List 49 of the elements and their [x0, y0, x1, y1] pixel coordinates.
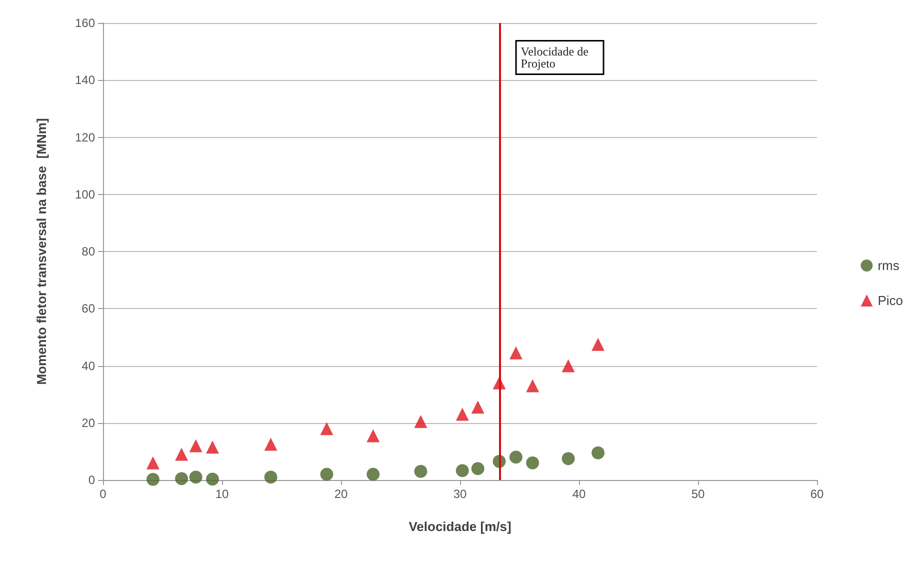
x-tick-label: 40	[572, 487, 586, 501]
y-tick-label: 120	[74, 130, 96, 144]
point	[366, 429, 380, 442]
y-tick-label: 80	[82, 244, 96, 258]
x-tick-label: 30	[453, 487, 467, 501]
point	[526, 379, 540, 392]
y-tick-label: 60	[82, 302, 96, 316]
point	[206, 472, 219, 486]
y-tick-label: 100	[74, 187, 96, 202]
x-tick-label: 0	[100, 487, 107, 501]
point	[592, 446, 605, 460]
legend-label: Pico	[878, 293, 904, 308]
point	[206, 440, 219, 454]
point	[592, 338, 605, 351]
point	[175, 472, 188, 486]
y-tick-label: 20	[82, 416, 96, 430]
point	[320, 468, 334, 481]
legend-label: rms	[878, 258, 900, 273]
y-tick-label: 160	[74, 16, 96, 30]
point	[414, 414, 428, 428]
point	[471, 462, 484, 476]
x-tick-label: 10	[215, 487, 229, 501]
x-axis-title: Velocidade [m/s]	[408, 519, 512, 534]
point	[189, 439, 202, 452]
x-tick-label: 20	[334, 487, 348, 501]
point	[562, 452, 575, 466]
point	[509, 346, 522, 360]
y-tick-label: 40	[82, 358, 96, 373]
point	[264, 438, 278, 451]
point	[456, 408, 469, 421]
point	[456, 464, 469, 478]
point	[146, 472, 160, 486]
point	[562, 359, 575, 372]
x-tick-label: 60	[810, 487, 824, 501]
point	[320, 422, 334, 436]
y-tick-label: 0	[88, 473, 96, 487]
point	[471, 400, 484, 414]
point	[264, 470, 278, 484]
point	[189, 470, 202, 484]
point	[366, 468, 380, 481]
x-tick-label: 50	[691, 487, 705, 501]
point	[526, 456, 540, 470]
y-tick-label: 140	[74, 73, 96, 88]
ref-line-label: Velocidade de Projeto	[520, 44, 592, 70]
y-axis-title: Momento fletor transversal na base [MNm]	[34, 118, 49, 385]
point	[146, 456, 160, 470]
point	[509, 450, 522, 464]
point	[414, 464, 428, 478]
point	[175, 448, 188, 461]
